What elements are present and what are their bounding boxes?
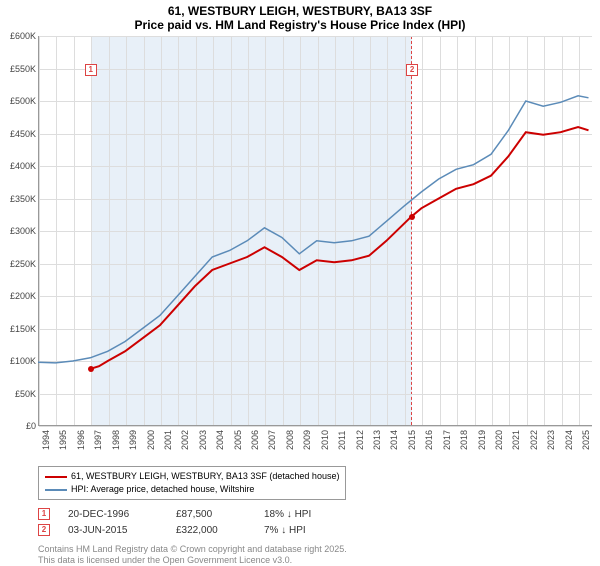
x-tick-label: 2004 (215, 430, 225, 450)
x-tick-label: 2025 (581, 430, 591, 450)
sale-price: £87,500 (176, 509, 246, 520)
x-tick-label: 2014 (389, 430, 399, 450)
y-tick-label: £250K (10, 259, 36, 269)
y-tick-label: £200K (10, 291, 36, 301)
sale-date: 03-JUN-2015 (68, 525, 158, 536)
x-tick-label: 2008 (285, 430, 295, 450)
x-tick-label: 1999 (128, 430, 138, 450)
attribution-line1: Contains HM Land Registry data © Crown c… (38, 544, 592, 555)
x-tick-label: 1996 (76, 430, 86, 450)
sale-diff: 18% ↓ HPI (264, 509, 344, 520)
x-tick-label: 2020 (494, 430, 504, 450)
y-tick-label: £600K (10, 31, 36, 41)
attribution: Contains HM Land Registry data © Crown c… (38, 544, 592, 566)
x-tick-label: 1997 (93, 430, 103, 450)
chart-subtitle: Price paid vs. HM Land Registry's House … (0, 18, 600, 32)
legend-label-hpi: HPI: Average price, detached house, Wilt… (71, 483, 254, 496)
sale-marker: 2 (38, 524, 50, 536)
chart-title: 61, WESTBURY LEIGH, WESTBURY, BA13 3SF (0, 4, 600, 18)
y-tick-label: £100K (10, 356, 36, 366)
series-property (90, 127, 589, 369)
x-tick-label: 2009 (302, 430, 312, 450)
x-tick-label: 2000 (146, 430, 156, 450)
legend-row-hpi: HPI: Average price, detached house, Wilt… (45, 483, 339, 496)
x-tick-label: 2012 (355, 430, 365, 450)
x-tick-label: 2001 (163, 430, 173, 450)
legend-swatch-property (45, 476, 67, 478)
sale-row: 2 03-JUN-2015 £322,000 7% ↓ HPI (38, 522, 592, 538)
x-tick-label: 2013 (372, 430, 382, 450)
chart-svg (38, 36, 592, 426)
sale-marker: 1 (38, 508, 50, 520)
x-tick-label: 2010 (320, 430, 330, 450)
legend-label-property: 61, WESTBURY LEIGH, WESTBURY, BA13 3SF (… (71, 470, 339, 483)
legend-row-property: 61, WESTBURY LEIGH, WESTBURY, BA13 3SF (… (45, 470, 339, 483)
legend-swatch-hpi (45, 489, 67, 491)
x-tick-label: 2019 (477, 430, 487, 450)
x-tick-label: 1994 (41, 430, 51, 450)
sale-date: 20-DEC-1996 (68, 509, 158, 520)
y-tick-label: £150K (10, 324, 36, 334)
x-tick-label: 2005 (233, 430, 243, 450)
sale-diff: 7% ↓ HPI (264, 525, 344, 536)
y-tick-label: £50K (15, 389, 36, 399)
x-tick-label: 2003 (198, 430, 208, 450)
y-tick-label: £0 (26, 421, 36, 431)
x-tick-label: 2023 (546, 430, 556, 450)
series-hpi (38, 96, 589, 363)
sale-row: 1 20-DEC-1996 £87,500 18% ↓ HPI (38, 506, 592, 522)
y-tick-label: £550K (10, 64, 36, 74)
x-tick-label: 2011 (337, 431, 347, 450)
attribution-line2: This data is licensed under the Open Gov… (38, 555, 592, 566)
x-tick-label: 2021 (511, 430, 521, 450)
y-tick-label: £400K (10, 161, 36, 171)
x-axis: 1994 1995 1996 1997 1998 1999 2000 2001 2002 2003… (38, 428, 592, 468)
x-tick-label: 2018 (459, 430, 469, 450)
chart-container: 61, WESTBURY LEIGH, WESTBURY, BA13 3SF P… (0, 0, 600, 560)
y-tick-label: £500K (10, 96, 36, 106)
x-tick-label: 2002 (180, 430, 190, 450)
sale-price: £322,000 (176, 525, 246, 536)
y-axis: £0£50K£100K£150K£200K£250K£300K£350K£400… (0, 36, 38, 426)
x-tick-label: 2017 (442, 430, 452, 450)
gridline-h (39, 426, 592, 427)
y-tick-label: £450K (10, 129, 36, 139)
x-tick-label: 1998 (111, 430, 121, 450)
x-tick-label: 2022 (529, 430, 539, 450)
y-tick-label: £350K (10, 194, 36, 204)
x-tick-label: 2016 (424, 430, 434, 450)
title-block: 61, WESTBURY LEIGH, WESTBURY, BA13 3SF P… (0, 0, 600, 34)
x-tick-label: 2006 (250, 430, 260, 450)
legend-block: 61, WESTBURY LEIGH, WESTBURY, BA13 3SF (… (38, 466, 592, 566)
legend-box: 61, WESTBURY LEIGH, WESTBURY, BA13 3SF (… (38, 466, 346, 500)
sale-rows: 1 20-DEC-1996 £87,500 18% ↓ HPI 2 03-JUN-2015… (38, 506, 592, 538)
y-tick-label: £300K (10, 226, 36, 236)
x-tick-label: 1995 (58, 430, 68, 450)
x-tick-label: 2015 (407, 430, 417, 450)
x-tick-label: 2024 (564, 430, 574, 450)
x-tick-label: 2007 (267, 430, 277, 450)
